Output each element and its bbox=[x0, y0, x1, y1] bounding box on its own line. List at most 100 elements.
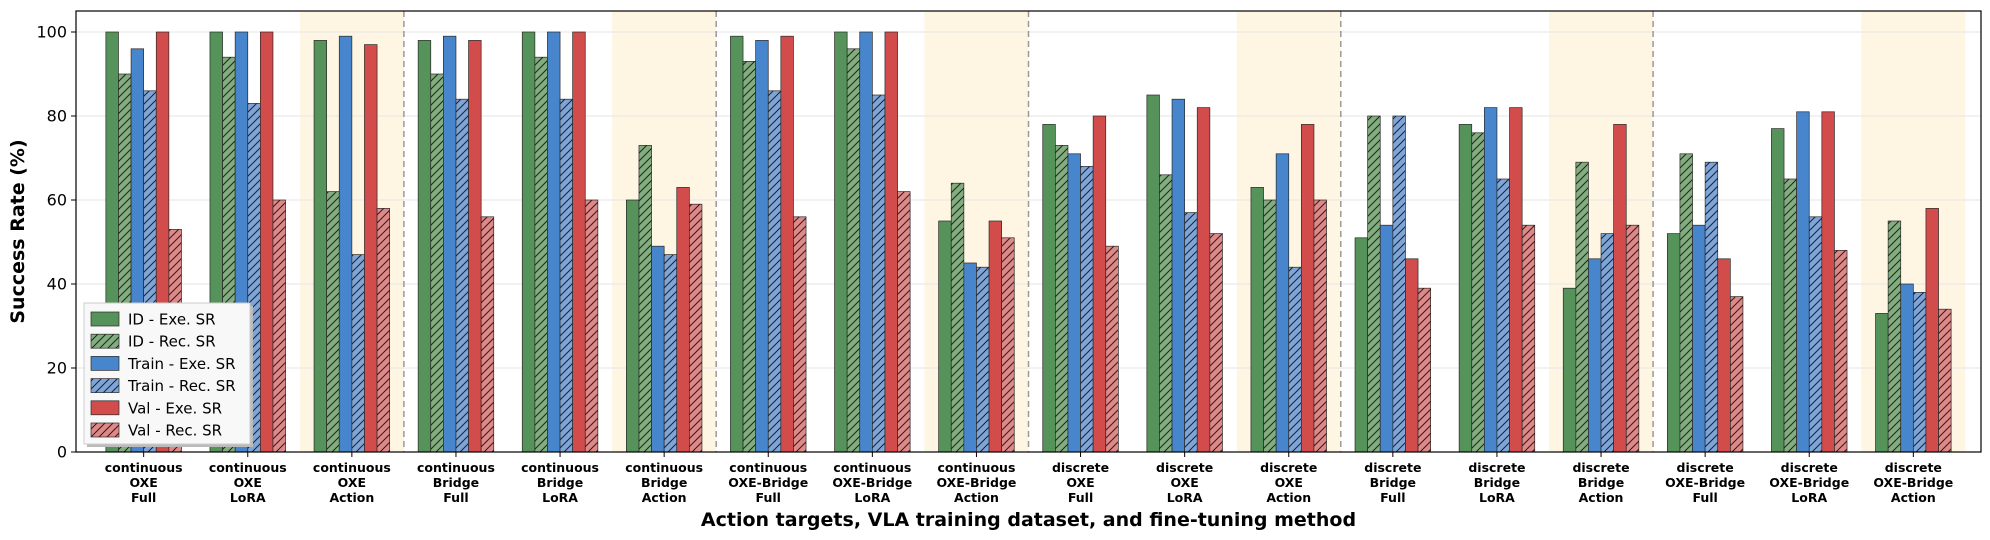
x-tick-label-14: discrete Bridge Action bbox=[1572, 460, 1629, 505]
x-tick-label-line: discrete bbox=[1781, 460, 1838, 475]
bar-hatch-train-rec-sr-8 bbox=[976, 267, 990, 452]
x-tick-label-5: continuous Bridge Action bbox=[625, 460, 703, 505]
bar-hatch-train-rec-sr-7 bbox=[872, 95, 885, 452]
bar-hatch-val-rec-sr-16 bbox=[1834, 250, 1848, 452]
x-tick-label-line: Bridge bbox=[1578, 475, 1624, 490]
bar-train-exe-sr-4 bbox=[547, 31, 561, 453]
x-axis-title: Action targets, VLA training dataset, an… bbox=[701, 509, 1356, 531]
bar-train-exe-sr-14 bbox=[1588, 258, 1602, 453]
bar-id-exe-sr-8 bbox=[938, 220, 952, 453]
bar-train-exe-sr-13 bbox=[1483, 107, 1498, 453]
x-tick-label-line: Action bbox=[1579, 490, 1624, 505]
x-tick-label-line: OXE bbox=[338, 475, 366, 490]
x-tick-label-line: OXE-Bridge bbox=[728, 475, 808, 490]
x-tick-label-line: OXE bbox=[234, 475, 262, 490]
bar-hatch-val-rec-sr-2 bbox=[377, 208, 390, 452]
bar-hatch-id-rec-sr-2 bbox=[326, 191, 340, 452]
bar-id-exe-sr-11 bbox=[1250, 187, 1264, 453]
bar-hatch-val-rec-sr-4 bbox=[585, 200, 598, 452]
bar-hatch-train-rec-sr-3 bbox=[455, 99, 469, 452]
bar-train-exe-sr-6 bbox=[755, 40, 769, 453]
bar-train-exe-sr-7 bbox=[859, 31, 873, 453]
y-axis: 0 20 40 60 80 100 bbox=[36, 23, 76, 462]
bar-id-exe-sr-3 bbox=[417, 40, 432, 453]
bar-train-exe-sr-10 bbox=[1171, 98, 1185, 453]
bar-hatch-id-rec-sr-14 bbox=[1575, 162, 1589, 452]
x-tick-label-line: OXE-Bridge bbox=[1873, 475, 1953, 490]
y-axis-title: Success Rate (%) bbox=[7, 139, 29, 323]
y-tick-label-0: 0 bbox=[57, 443, 67, 462]
y-tick-label-20: 20 bbox=[47, 359, 67, 378]
x-tick-label-line: Action bbox=[329, 490, 374, 505]
bar-val-exe-sr-2 bbox=[364, 44, 378, 453]
x-tick-label-0: continuous OXE Full bbox=[105, 460, 183, 505]
x-tick-label-line: continuous bbox=[729, 460, 807, 475]
bar-hatch-train-rec-sr-12 bbox=[1392, 116, 1406, 452]
x-tick-label-line: discrete bbox=[1885, 460, 1942, 475]
x-tick-label-line: LoRA bbox=[854, 490, 890, 505]
x-tick-label-line: Full bbox=[1380, 490, 1405, 505]
x-tick-label-line: OXE-Bridge bbox=[1665, 475, 1745, 490]
x-tick-label-line: Full bbox=[131, 490, 156, 505]
bar-id-exe-sr-4 bbox=[521, 31, 536, 453]
bar-hatch-id-rec-sr-11 bbox=[1263, 200, 1277, 452]
bar-id-exe-sr-13 bbox=[1458, 124, 1473, 453]
x-tick-label-line: continuous bbox=[209, 460, 287, 475]
x-tick-label-8: continuous OXE-Bridge Action bbox=[936, 460, 1016, 505]
legend-swatch-id-exe-sr bbox=[90, 311, 120, 327]
x-tick-label-line: continuous bbox=[938, 460, 1016, 475]
x-tick-label-line: discrete bbox=[1468, 460, 1525, 475]
x-tick-label-line: continuous bbox=[521, 460, 599, 475]
y-tick-label-60: 60 bbox=[47, 191, 67, 210]
x-tick-label-7: continuous OXE-Bridge LoRA bbox=[832, 460, 912, 505]
bar-hatch-val-rec-sr-17 bbox=[1938, 309, 1952, 452]
x-tick-label-line: discrete bbox=[1364, 460, 1421, 475]
bar-val-exe-sr-3 bbox=[468, 40, 482, 453]
bar-val-exe-sr-17 bbox=[1925, 208, 1939, 453]
x-tick-label-line: Bridge bbox=[641, 475, 687, 490]
x-tick-label-line: Bridge bbox=[1370, 475, 1416, 490]
legend-label-id-exe-sr: ID - Exe. SR bbox=[128, 311, 216, 329]
bar-hatch-train-rec-sr-2 bbox=[351, 254, 365, 452]
x-tick-label-13: discrete Bridge LoRA bbox=[1468, 460, 1525, 505]
x-tick-label-line: Full bbox=[443, 490, 468, 505]
x-tick-label-3: continuous Bridge Full bbox=[417, 460, 495, 505]
x-tick-label-12: discrete Bridge Full bbox=[1364, 460, 1421, 505]
y-tick-label-100: 100 bbox=[36, 23, 67, 42]
x-tick-label-line: OXE bbox=[1170, 475, 1198, 490]
bar-hatch-val-rec-sr-10 bbox=[1209, 233, 1223, 452]
bar-hatch-val-rec-sr-1 bbox=[272, 200, 286, 452]
bar-id-exe-sr-15 bbox=[1666, 233, 1681, 453]
legend: ID - Exe. SR ID - Rec. SR Train - Exe. SR T… bbox=[83, 302, 253, 447]
x-tick-label-line: continuous bbox=[625, 460, 703, 475]
bar-id-exe-sr-6 bbox=[730, 35, 744, 453]
x-tick-label-line: discrete bbox=[1052, 460, 1109, 475]
bar-hatch-id-rec-sr-13 bbox=[1471, 132, 1485, 453]
bar-val-exe-sr-11 bbox=[1300, 124, 1315, 453]
bar-hatch-id-rec-sr-8 bbox=[951, 183, 964, 452]
x-tick-label-line: Action bbox=[642, 490, 687, 505]
bar-hatch-val-rec-sr-12 bbox=[1418, 288, 1431, 452]
bar-train-exe-sr-9 bbox=[1067, 153, 1081, 453]
x-tick-label-1: continuous OXE LoRA bbox=[209, 460, 287, 505]
bar-hatch-train-rec-sr-10 bbox=[1184, 212, 1198, 452]
bar-train-exe-sr-8 bbox=[963, 262, 977, 453]
bar-hatch-val-rec-sr-15 bbox=[1730, 296, 1743, 452]
bar-id-exe-sr-9 bbox=[1042, 124, 1056, 453]
bar-id-exe-sr-10 bbox=[1146, 94, 1160, 453]
bar-hatch-train-rec-sr-11 bbox=[1288, 267, 1302, 452]
x-tick-label-line: LoRA bbox=[230, 490, 266, 505]
legend-label-train-rec-sr: Train - Rec. SR bbox=[127, 377, 236, 395]
bar-hatch-id-rec-sr-15 bbox=[1679, 153, 1693, 453]
bar-hatch-val-rec-sr-8 bbox=[1001, 237, 1015, 452]
legend-label-val-rec-sr: Val - Rec. SR bbox=[128, 422, 222, 440]
legend-swatch-train-exe-sr bbox=[90, 356, 120, 371]
x-tick-label-line: Bridge bbox=[433, 475, 479, 490]
bar-train-exe-sr-16 bbox=[1796, 111, 1810, 453]
x-tick-label-9: discrete OXE Full bbox=[1052, 460, 1109, 505]
y-tick-label-40: 40 bbox=[47, 275, 67, 294]
x-tick-label-line: discrete bbox=[1156, 460, 1213, 475]
